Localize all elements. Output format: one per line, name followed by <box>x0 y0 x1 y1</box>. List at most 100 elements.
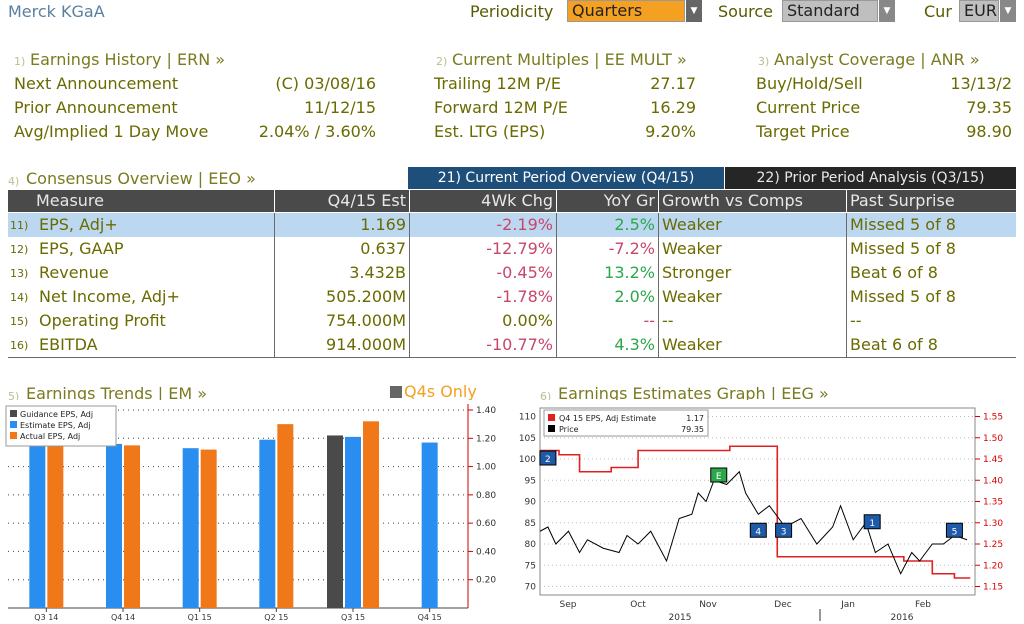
row-value: 11/12/15 <box>304 98 376 117</box>
x-year-label: 2016 <box>891 613 914 623</box>
cell-measure: Net Income, Adj+ <box>39 287 180 306</box>
y-left-tick-label: 75 <box>525 561 536 571</box>
cell-yoy-growth: -7.2% <box>608 239 655 258</box>
company-name: Merck KGaA <box>8 2 105 21</box>
event-marker-label: E <box>716 472 722 482</box>
cell-measure: Operating Profit <box>39 311 166 330</box>
bar <box>29 438 46 608</box>
y-tick-label: 1.40 <box>476 406 496 416</box>
tab-prior-period[interactable]: 22) Prior Period Analysis (Q3/15) <box>725 167 1016 189</box>
legend-box <box>5 405 117 447</box>
y-right-tick-label: 1.40 <box>983 476 1003 486</box>
event-marker-label: 5 <box>952 527 958 537</box>
cell-past-surprise: Beat 6 of 8 <box>850 335 938 354</box>
cell-past-surprise: -- <box>850 311 862 330</box>
column-divider <box>274 213 275 357</box>
event-marker <box>945 522 963 538</box>
y-tick-label: 1.00 <box>476 463 496 473</box>
section-number: 6) <box>540 390 552 403</box>
bar <box>106 443 122 608</box>
x-tick-label: Jan <box>840 600 855 610</box>
bar <box>124 445 140 608</box>
bar <box>259 439 276 608</box>
periodicity-dropdown[interactable]: Quarters <box>567 0 685 22</box>
section-number: 1) <box>14 55 26 68</box>
tab-current-period[interactable]: 21) Current Period Overview (Q4/15) <box>408 167 724 189</box>
table-row[interactable] <box>8 213 1016 237</box>
bar <box>200 449 217 608</box>
source-value: Standard <box>787 1 860 20</box>
chevron-down-icon[interactable]: ▼ <box>879 0 895 22</box>
y-right-tick-label: 1.20 <box>983 561 1003 571</box>
cell-estimate: 1.169 <box>360 215 406 234</box>
row-label: Current Price <box>756 98 861 117</box>
currency-label: Cur <box>924 2 952 21</box>
x-tick-label: Dec <box>774 600 791 610</box>
event-marker-label: 3 <box>781 527 787 537</box>
x-tick-label: Q3 14 <box>34 613 58 622</box>
consensus-overview-link[interactable]: Consensus Overview | EEO » <box>26 169 256 188</box>
earnings-estimates-link[interactable]: Earnings Estimates Graph | EEG » <box>558 384 829 403</box>
row-number: 16) <box>10 339 29 352</box>
legend-value: 1.17 <box>686 414 704 423</box>
legend-label: Actual EPS, Adj <box>20 432 80 441</box>
row-label: Target Price <box>756 122 850 141</box>
tab-label: 22) Prior Period Analysis (Q3/15) <box>756 170 985 186</box>
x-tick-label: Feb <box>915 600 931 610</box>
event-marker <box>775 522 793 538</box>
bar <box>182 448 199 608</box>
earnings-trends-link[interactable]: Earnings Trends | EM » <box>26 384 207 403</box>
column-header[interactable]: Measure <box>8 190 274 212</box>
x-tick-label: Nov <box>699 600 717 610</box>
cell-4wk-change: -2.19% <box>496 215 553 234</box>
cell-4wk-change: -12.79% <box>486 239 553 258</box>
chevron-down-icon[interactable]: ▼ <box>1000 0 1016 22</box>
legend-label: Q4 15 EPS, Adj Estimate <box>559 414 656 423</box>
column-header[interactable]: Growth vs Comps <box>659 190 846 212</box>
event-marker <box>749 522 767 538</box>
column-header[interactable]: 4Wk Chg <box>410 190 556 212</box>
chevron-down-icon[interactable]: ▼ <box>686 0 702 22</box>
currency-value: EUR <box>964 1 997 20</box>
row-label: Forward 12M P/E <box>434 98 568 117</box>
x-tick-label: Q1 15 <box>188 613 212 622</box>
y-tick-label: 1.20 <box>476 434 496 444</box>
cell-measure: EPS, GAAP <box>39 239 124 258</box>
q4s-only-toggle[interactable]: Q4s Only <box>404 382 477 401</box>
x-tick-label: Q4 14 <box>111 613 135 622</box>
event-marker <box>539 450 557 466</box>
checkbox-icon[interactable] <box>390 386 402 398</box>
top-bar: Merck KGaA Periodicity Quarters ▼ Source… <box>0 0 1024 24</box>
source-dropdown[interactable]: Standard <box>782 0 878 22</box>
bar <box>363 421 379 608</box>
cell-yoy-growth: -- <box>643 311 655 330</box>
y-right-tick-label: 1.50 <box>983 434 1003 444</box>
cell-past-surprise: Beat 6 of 8 <box>850 263 938 282</box>
currency-dropdown[interactable]: EUR <box>959 0 999 22</box>
bar <box>47 438 64 608</box>
column-header[interactable]: Past Surprise <box>847 190 1016 212</box>
cell-past-surprise: Missed 5 of 8 <box>850 287 956 306</box>
row-value: 98.90 <box>966 122 1012 141</box>
current-multiples-link[interactable]: Current Multiples | EE MULT » <box>452 50 687 69</box>
cell-measure: Revenue <box>39 263 109 282</box>
event-marker-label: 2 <box>545 455 551 465</box>
analyst-coverage-link[interactable]: Analyst Coverage | ANR » <box>774 50 980 69</box>
y-left-tick-label: 110 <box>519 413 536 423</box>
earnings-history-link[interactable]: Earnings History | ERN » <box>30 50 226 69</box>
bar <box>277 424 294 608</box>
column-header[interactable]: YoY Gr <box>557 190 658 212</box>
y-left-tick-label: 100 <box>519 455 536 465</box>
column-header[interactable]: Q4/15 Est <box>275 190 409 212</box>
y-tick-label: 0.60 <box>476 519 496 529</box>
tab-label: 21) Current Period Overview (Q4/15) <box>437 170 695 186</box>
estimate-line <box>540 445 971 579</box>
bar <box>327 435 343 608</box>
cell-yoy-growth: 13.2% <box>604 263 655 282</box>
y-left-tick-label: 90 <box>525 498 537 508</box>
y-left-tick-label: 80 <box>525 540 537 550</box>
x-tick-label: Q2 15 <box>264 613 288 622</box>
row-value: 9.20% <box>645 122 696 141</box>
row-value: 27.17 <box>650 74 696 93</box>
row-number: 11) <box>10 219 29 232</box>
